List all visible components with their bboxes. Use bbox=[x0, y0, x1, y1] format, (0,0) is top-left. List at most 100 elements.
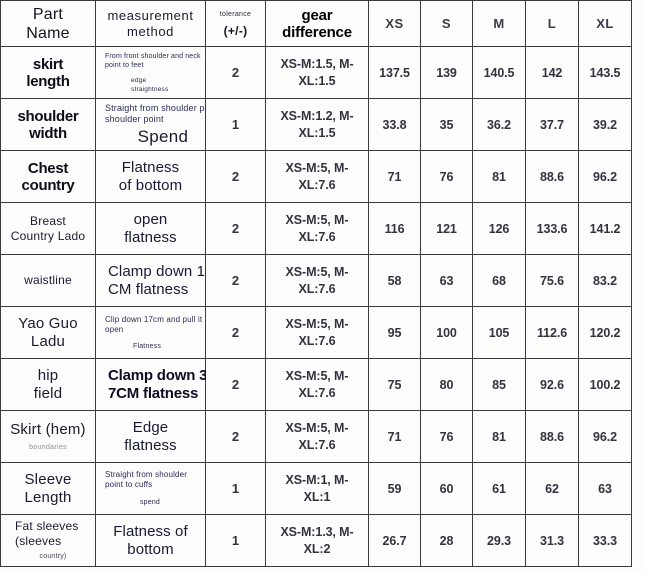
size-value-cell: 120.2 bbox=[578, 306, 632, 359]
part-name-text: shoulder width bbox=[17, 107, 79, 142]
table-row: Chest country Flatness of bottom 2 XS-M:5, M-… bbox=[0, 150, 632, 203]
part-name-cell: Skirt (hem) boundaries bbox=[0, 410, 96, 463]
size-value: 81 bbox=[492, 429, 506, 444]
table-row: Skirt (hem) boundaries Edge flatness 2 XS-M:5… bbox=[0, 410, 632, 463]
size-value-cell: 62 bbox=[525, 462, 579, 515]
size-value: 116 bbox=[384, 221, 405, 236]
measurement-method-text: Flatness of bottom bbox=[118, 158, 183, 194]
size-value-cell: 29.3 bbox=[472, 514, 526, 567]
tolerance-cell: 2 bbox=[205, 150, 266, 203]
size-value-cell: 143.5 bbox=[578, 46, 632, 99]
part-name-subtext: boundaries bbox=[29, 443, 67, 451]
size-value-cell: 83.2 bbox=[578, 254, 632, 307]
size-value-cell: 35 bbox=[420, 98, 473, 151]
size-value-cell: 100.2 bbox=[578, 358, 632, 411]
size-value-cell: 96.2 bbox=[578, 150, 632, 203]
part-name-text: waistline bbox=[24, 273, 72, 287]
size-value-cell: 81 bbox=[472, 150, 526, 203]
size-value-cell: 59 bbox=[368, 462, 421, 515]
measurement-method-line: edge bbox=[131, 76, 147, 84]
header-part-name-text: Part Name bbox=[26, 5, 70, 42]
measurement-method-cell: open flatness bbox=[95, 202, 206, 255]
measurement-method-line: Straight from shoulder bbox=[105, 469, 188, 479]
size-value-cell: 63 bbox=[578, 462, 632, 515]
size-value: 63 bbox=[598, 481, 612, 496]
measurement-method-spend-text: Spend bbox=[137, 126, 189, 146]
size-value: 61 bbox=[492, 481, 506, 496]
gear-difference-value: XS-M:5, M- XL:7.6 bbox=[285, 316, 349, 348]
measurement-method-text: Edge flatness bbox=[124, 418, 177, 454]
gear-difference-cell: XS-M:5, M- XL:7.6 bbox=[265, 410, 369, 463]
tolerance-cell: 2 bbox=[205, 358, 266, 411]
part-name-cell: skirt length bbox=[0, 46, 96, 99]
tolerance-value: 2 bbox=[231, 377, 240, 392]
header-tolerance-main-text: (+/-) bbox=[223, 23, 248, 38]
tolerance-value: 2 bbox=[231, 221, 240, 236]
tolerance-value: 1 bbox=[231, 117, 240, 132]
measurement-method-cell: Edge flatness bbox=[95, 410, 206, 463]
size-value-cell: 116 bbox=[368, 202, 421, 255]
table-row: shoulder width Straight from shoulder poin… bbox=[0, 98, 632, 151]
size-value-cell: 95 bbox=[368, 306, 421, 359]
header-size-label: M bbox=[493, 16, 505, 31]
gear-difference-cell: XS-M:5, M- XL:7.6 bbox=[265, 150, 369, 203]
size-value-cell: 63 bbox=[420, 254, 473, 307]
size-value: 85 bbox=[492, 377, 506, 392]
size-value-cell: 37.7 bbox=[525, 98, 579, 151]
gear-difference-value: XS-M:1, M- XL:1 bbox=[285, 472, 349, 504]
table-row: hip field Clamp down 3 7CM flatness 2 XS-M:5,… bbox=[0, 358, 632, 411]
header-size-label: XS bbox=[385, 16, 404, 31]
tolerance-cell: 1 bbox=[205, 462, 266, 515]
tolerance-value: 2 bbox=[231, 169, 240, 184]
size-value: 142 bbox=[541, 65, 563, 80]
size-value: 100.2 bbox=[589, 377, 621, 392]
header-cell-size-s: S bbox=[420, 0, 473, 47]
part-name-cell: Sleeve Length bbox=[0, 462, 96, 515]
measurement-method-cell: Straight from shoulder point to cuffs spen… bbox=[95, 462, 206, 515]
size-value-cell: 142 bbox=[525, 46, 579, 99]
size-value-cell: 96.2 bbox=[578, 410, 632, 463]
tolerance-value: 2 bbox=[231, 325, 240, 340]
part-name-text: skirt length bbox=[26, 55, 70, 90]
part-name-cell: Breast Country Lado bbox=[0, 202, 96, 255]
gear-difference-cell: XS-M:1, M- XL:1 bbox=[265, 462, 369, 515]
measurement-method-text: Clamp down 3 7CM flatness bbox=[108, 366, 208, 402]
size-value-cell: 141.2 bbox=[578, 202, 632, 255]
size-value: 31.3 bbox=[540, 533, 564, 548]
size-value: 63 bbox=[439, 273, 454, 288]
size-value: 71 bbox=[387, 169, 402, 184]
header-cell-measurement-method: measurement method bbox=[95, 0, 206, 47]
gear-difference-cell: XS-M:1.3, M- XL:2 bbox=[265, 514, 369, 567]
gear-difference-cell: XS-M:5, M- XL:7.6 bbox=[265, 254, 369, 307]
tolerance-value: 2 bbox=[231, 273, 240, 288]
size-value-cell: 80 bbox=[420, 358, 473, 411]
size-value: 62 bbox=[545, 481, 559, 496]
size-value: 92.6 bbox=[540, 377, 564, 392]
header-size-label: XL bbox=[596, 16, 614, 31]
size-value: 68 bbox=[492, 273, 506, 288]
gear-difference-value: XS-M:1.5, M- XL:1.5 bbox=[280, 56, 354, 88]
tolerance-value: 1 bbox=[231, 481, 240, 496]
size-value-cell: 68 bbox=[472, 254, 526, 307]
header-cell-tolerance: tolerance (+/-) bbox=[205, 0, 266, 47]
part-name-subtext: country) bbox=[39, 553, 67, 560]
table-row: Sleeve Length Straight from shoulder point … bbox=[0, 462, 632, 515]
size-value-cell: 121 bbox=[420, 202, 473, 255]
tolerance-value: 2 bbox=[231, 65, 240, 80]
measurement-method-cell: Clip down 17cm and pull it open Flatness bbox=[95, 306, 206, 359]
header-cell-size-xs: XS bbox=[368, 0, 421, 47]
size-value-cell: 71 bbox=[368, 150, 421, 203]
size-value-cell: 105 bbox=[472, 306, 526, 359]
measurement-method-line: From front shoulder and neck bbox=[105, 52, 201, 60]
measurement-method-spend-text: spend bbox=[139, 498, 161, 506]
size-value: 81 bbox=[492, 169, 506, 184]
size-value: 29.3 bbox=[487, 533, 511, 548]
header-cell-size-l: L bbox=[525, 0, 579, 47]
part-name-text: Yao Guo Ladu bbox=[18, 314, 78, 350]
tolerance-cell: 2 bbox=[205, 46, 266, 99]
size-value: 36.2 bbox=[487, 117, 511, 132]
size-value: 141.2 bbox=[589, 221, 621, 236]
gear-difference-cell: XS-M:5, M- XL:7.6 bbox=[265, 306, 369, 359]
part-name-text: hip field bbox=[33, 366, 63, 402]
size-value-cell: 139 bbox=[420, 46, 473, 99]
